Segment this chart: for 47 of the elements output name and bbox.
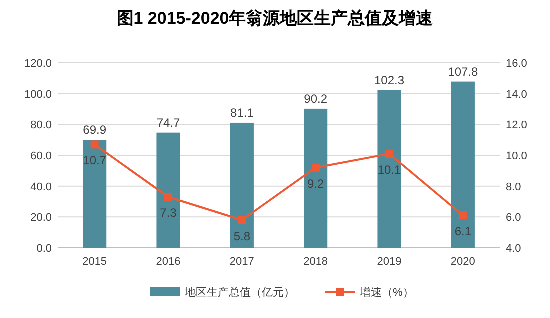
point xyxy=(386,150,394,158)
bar xyxy=(378,90,402,248)
legend-label: 地区生产总值（亿元） xyxy=(184,286,295,299)
bar xyxy=(230,122,254,248)
y2-tick-label: 6.0 xyxy=(506,212,522,224)
data-label: 6.1 xyxy=(454,224,472,239)
y-tick-label: 80.0 xyxy=(30,120,52,132)
x-tick-label: 2015 xyxy=(82,256,108,268)
y2-tick-label: 16.0 xyxy=(506,58,528,70)
bar xyxy=(156,132,180,248)
bar xyxy=(304,108,328,248)
y-tick-label: 20.0 xyxy=(30,212,52,224)
data-label: 9.2 xyxy=(307,176,324,191)
data-label: 10.7 xyxy=(83,154,107,168)
x-tick-label: 2016 xyxy=(156,256,181,268)
bar xyxy=(83,140,107,248)
y2-tick-label: 8.0 xyxy=(506,181,522,194)
point xyxy=(459,212,468,220)
point xyxy=(238,216,246,224)
y-tick-label: 60.0 xyxy=(30,150,52,162)
data-label: 69.9 xyxy=(83,123,107,138)
x-tick-label: 2019 xyxy=(377,256,402,268)
bar xyxy=(451,82,475,248)
data-label: 102.3 xyxy=(374,73,405,88)
data-label: 74.7 xyxy=(156,116,180,130)
y-tick-label: 40.0 xyxy=(30,181,52,194)
y-tick-label: 0.0 xyxy=(36,243,52,255)
x-tick-label: 2020 xyxy=(450,256,476,268)
data-label: 90.2 xyxy=(304,92,328,106)
y2-tick-label: 14.0 xyxy=(506,88,528,101)
x-tick-label: 2017 xyxy=(230,256,254,268)
y2-tick-label: 10.0 xyxy=(506,150,528,162)
point xyxy=(90,140,99,149)
y-tick-label: 120.0 xyxy=(24,58,52,70)
data-label: 5.8 xyxy=(234,229,251,244)
y2-tick-label: 12.0 xyxy=(506,120,528,132)
point xyxy=(164,193,172,202)
y-tick-label: 100.0 xyxy=(24,88,52,101)
point xyxy=(312,164,320,172)
chart-title: 图1 2015-2020年翁源地区生产总值及增速 xyxy=(116,9,434,28)
data-label: 107.8 xyxy=(448,64,479,79)
y2-tick-label: 4.0 xyxy=(506,243,522,255)
x-tick-label: 2018 xyxy=(304,256,328,268)
data-label: 7.3 xyxy=(160,206,178,220)
data-label: 81.1 xyxy=(230,106,254,120)
legend-label: 增速（%） xyxy=(359,286,414,299)
data-label: 10.1 xyxy=(378,162,402,177)
